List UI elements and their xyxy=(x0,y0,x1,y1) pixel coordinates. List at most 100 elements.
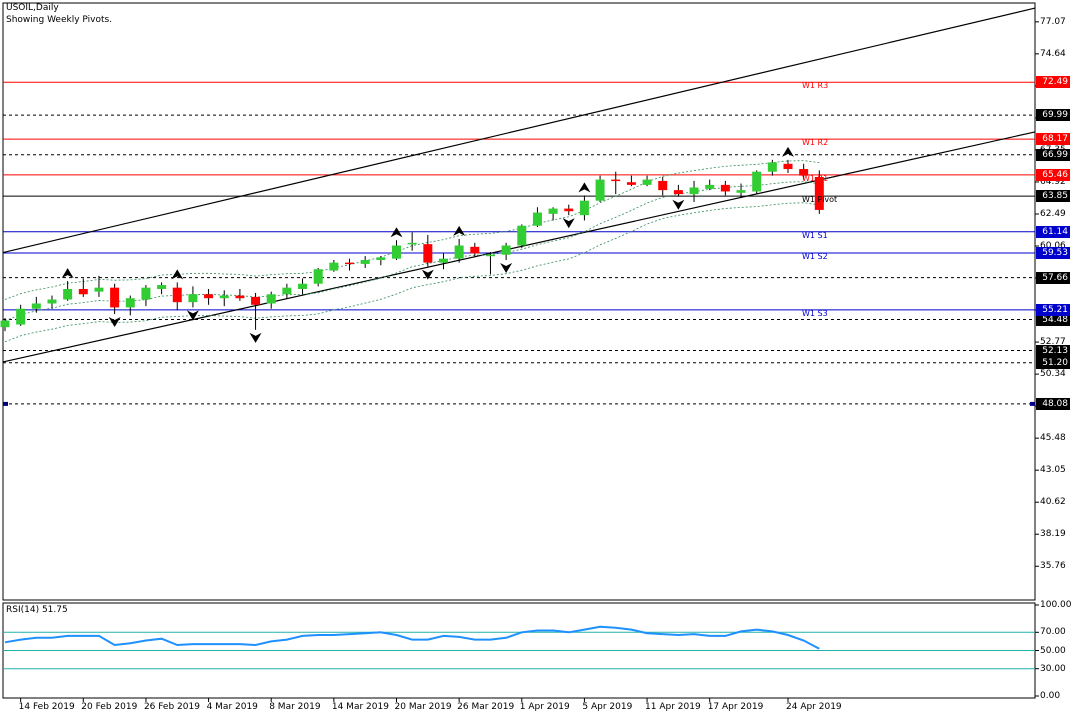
candle-body xyxy=(454,245,464,259)
candle-body xyxy=(579,200,589,216)
candle-body xyxy=(266,294,276,304)
fractal-up-arrow xyxy=(390,227,403,238)
candle-body xyxy=(767,162,777,172)
candle-body xyxy=(157,285,167,289)
rsi-tick-label: 70.00 xyxy=(1040,627,1066,638)
candle-body xyxy=(423,244,433,263)
price-tick-label: 43.05 xyxy=(1040,465,1066,476)
price-tick-label: 62.49 xyxy=(1040,208,1066,219)
date-tick-label: 14 Mar 2019 xyxy=(331,702,389,712)
pivot-name-label: W1 R3 xyxy=(802,81,829,91)
candle-body xyxy=(470,246,480,254)
candle-body xyxy=(282,287,292,295)
candle-body xyxy=(235,295,245,299)
candle-body xyxy=(673,190,683,195)
level-anchor-marker xyxy=(1030,401,1035,406)
fractal-down-arrow xyxy=(108,317,121,328)
candle-body xyxy=(642,179,652,185)
price-tick-label: 50.34 xyxy=(1040,369,1066,380)
date-tick-label: 4 Mar 2019 xyxy=(206,702,258,712)
level-anchor-marker xyxy=(3,401,8,406)
price-tick-label: 64.92 xyxy=(1040,176,1066,187)
date-tick-label: 20 Feb 2019 xyxy=(81,702,138,712)
fractal-down-arrow xyxy=(562,218,575,229)
candle-body xyxy=(705,184,715,189)
candle-body xyxy=(188,294,198,303)
envelope-line xyxy=(4,160,820,300)
level-price-badge: 66.99 xyxy=(1036,148,1070,161)
date-tick-label: 26 Feb 2019 xyxy=(143,702,200,712)
price-tick-label: 45.48 xyxy=(1040,433,1066,444)
price-tick-label: 60.06 xyxy=(1040,241,1066,251)
candle-body xyxy=(392,245,401,259)
candle-body xyxy=(595,179,605,201)
price-panel xyxy=(0,2,1039,601)
price-tick-label: 40.62 xyxy=(1040,497,1066,508)
candle-body xyxy=(564,208,574,212)
pivot-name-label: W1 S3 xyxy=(802,308,828,318)
candle-body xyxy=(298,283,308,289)
level-price-badge: 69.99 xyxy=(1036,109,1070,122)
fractal-down-arrow xyxy=(672,199,685,210)
pivot-price-badge: 61.14 xyxy=(1036,225,1070,238)
candle-body xyxy=(438,258,448,263)
fractal-up-arrow xyxy=(782,146,794,157)
candle-body xyxy=(799,169,809,176)
pivot-subtitle: Showing Weekly Pivots. xyxy=(6,15,113,25)
candle-body xyxy=(204,294,214,299)
price-tick-label: 38.19 xyxy=(1040,529,1066,540)
pivot-name-label: W1 R2 xyxy=(802,138,829,148)
fractal-up-arrow xyxy=(578,182,591,193)
level-price-badge: 52.13 xyxy=(1036,344,1070,357)
rsi-panel xyxy=(2,602,1039,699)
candle-body xyxy=(658,180,668,191)
candle-body xyxy=(548,208,558,214)
candle-body xyxy=(78,288,88,295)
date-tick-label: 26 Mar 2019 xyxy=(457,702,515,712)
price-tick-label: 52.77 xyxy=(1040,337,1066,348)
candle-body xyxy=(783,163,793,170)
pivot-price-badge: 65.46 xyxy=(1036,168,1070,181)
level-price-badge: 51.20 xyxy=(1036,356,1070,369)
candle-body xyxy=(814,176,824,210)
rsi-tick-label: 50.00 xyxy=(1040,645,1066,656)
candle-body xyxy=(125,298,135,308)
fractal-up-arrow xyxy=(453,225,466,236)
candle-body xyxy=(110,287,120,308)
pivot-price-badge: 55.21 xyxy=(1036,303,1070,316)
fractal-down-arrow xyxy=(500,262,513,273)
candle-body xyxy=(720,184,730,192)
candle-body xyxy=(376,257,386,260)
candle-body xyxy=(626,182,636,185)
channel-trendline xyxy=(2,131,1036,363)
rsi-tick-label: 0.00 xyxy=(1040,691,1061,701)
candle-body xyxy=(345,262,355,265)
pivot-price-badge: 63.85 xyxy=(1036,190,1070,203)
price-tick-label: 35.76 xyxy=(1040,561,1066,572)
candle-body xyxy=(689,187,699,195)
date-tick-label: 1 Apr 2019 xyxy=(519,702,570,712)
date-tick-label: 24 Apr 2019 xyxy=(786,702,842,712)
fractal-up-arrow xyxy=(171,269,184,280)
candle-body xyxy=(0,320,10,328)
price-panel-frame xyxy=(2,2,1036,601)
rsi-line xyxy=(4,625,820,650)
pivot-name-label: W1 S1 xyxy=(802,230,828,240)
pivot-name-label: W1 Pivot xyxy=(802,195,838,205)
candle-body xyxy=(16,308,26,325)
pivot-name-label: W1 R1 xyxy=(802,173,829,183)
pivot-price-badge: 72.49 xyxy=(1036,76,1070,89)
date-tick-label: 17 Apr 2019 xyxy=(707,702,764,712)
channel-trendline xyxy=(2,7,1036,254)
candle-body xyxy=(485,254,495,257)
date-tick-label: 14 Feb 2019 xyxy=(18,702,75,712)
candle-body xyxy=(360,259,370,264)
rsi-tick-label: 100.00 xyxy=(1040,600,1072,610)
date-tick-label: 5 Apr 2019 xyxy=(582,702,633,712)
candle-body xyxy=(31,303,41,309)
pivot-price-badge: 68.17 xyxy=(1036,133,1070,146)
fractal-up-arrow xyxy=(61,268,74,279)
symbol-timeframe-label: USOIL,Daily xyxy=(6,3,59,13)
candle-body xyxy=(501,245,511,255)
date-tick-label: 11 Apr 2019 xyxy=(645,702,701,712)
